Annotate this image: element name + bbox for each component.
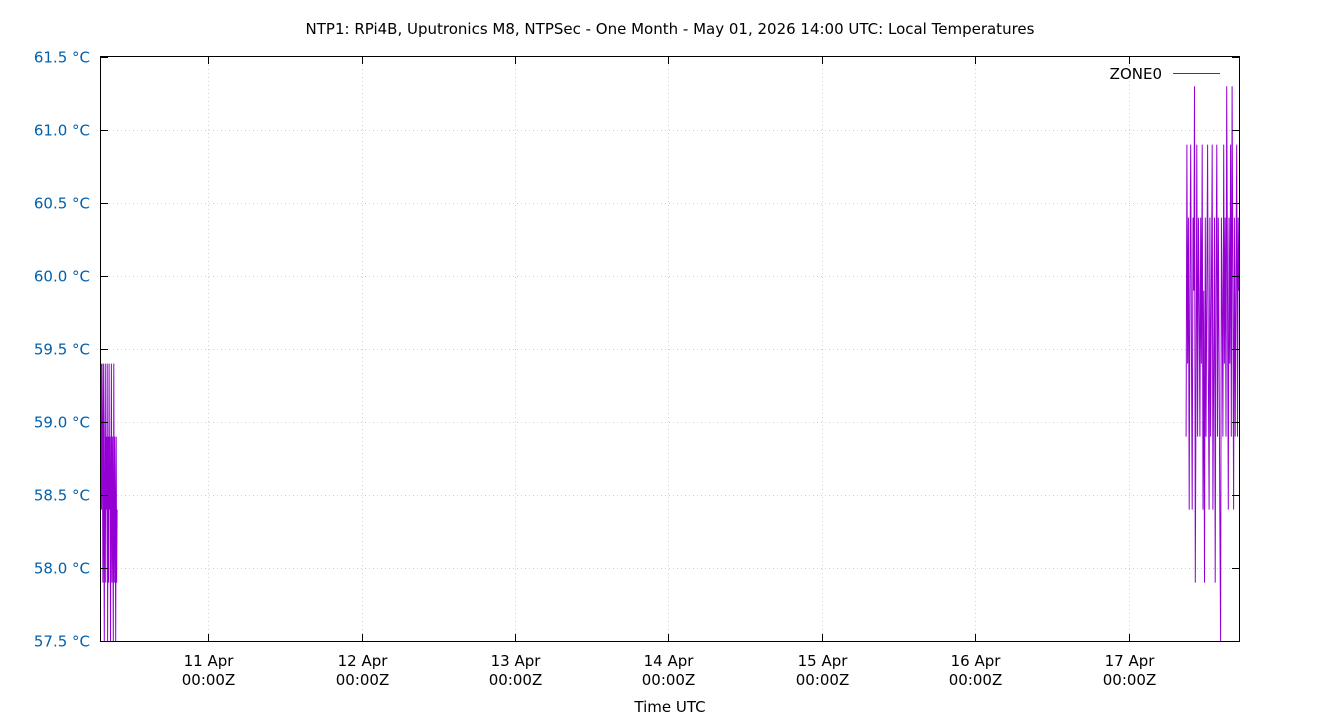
x-tick-label-date: 16 Apr <box>951 652 1002 670</box>
y-tick-label: 59.5 °C <box>34 341 90 359</box>
x-axis-label: Time UTC <box>633 698 705 716</box>
x-tick-label-time: 00:00Z <box>1103 671 1157 689</box>
legend: ZONE0 <box>1110 65 1220 83</box>
y-tick-label: 61.0 °C <box>34 122 90 140</box>
y-tick-label: 58.0 °C <box>34 560 90 578</box>
x-tick-label-date: 12 Apr <box>338 652 389 670</box>
legend-label-zone0: ZONE0 <box>1110 65 1162 83</box>
x-tick-label-date: 15 Apr <box>798 652 849 670</box>
y-tick-label: 59.0 °C <box>34 414 90 432</box>
x-tick-label-date: 13 Apr <box>491 652 542 670</box>
x-tick-label-time: 00:00Z <box>949 671 1003 689</box>
chart-title: NTP1: RPi4B, Uputronics M8, NTPSec - One… <box>306 20 1035 38</box>
y-tick-label: 58.5 °C <box>34 487 90 505</box>
series-line-zone0 <box>1185 86 1240 642</box>
plot-frame <box>100 56 1240 642</box>
data-series <box>100 86 1240 642</box>
grid-lines <box>101 57 1239 641</box>
y-tick-label: 60.0 °C <box>34 268 90 286</box>
x-tick-label-time: 00:00Z <box>796 671 850 689</box>
y-tick-label: 60.5 °C <box>34 195 90 213</box>
y-axis-tick-labels: 57.5 °C 58.0 °C 58.5 °C 59.0 °C 59.5 °C 60.0 … <box>34 49 90 651</box>
x-tick-label-time: 00:00Z <box>489 671 543 689</box>
x-tick-label-date: 11 Apr <box>184 652 235 670</box>
axis-ticks <box>101 57 1239 642</box>
x-tick-label-time: 00:00Z <box>642 671 696 689</box>
x-tick-label-date: 14 Apr <box>644 652 695 670</box>
x-tick-label-time: 00:00Z <box>182 671 236 689</box>
y-tick-label: 61.5 °C <box>34 49 90 67</box>
x-tick-label-time: 00:00Z <box>336 671 390 689</box>
x-tick-label-date: 17 Apr <box>1105 652 1156 670</box>
series-line-zone0 <box>100 363 118 642</box>
y-tick-label: 57.5 °C <box>34 633 90 651</box>
